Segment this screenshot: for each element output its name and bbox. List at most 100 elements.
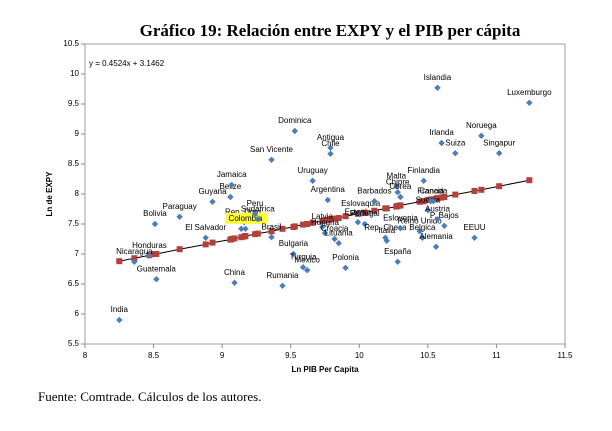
point-label: Guyana [199,187,228,196]
fitted-point [434,195,441,202]
point-label: P. Bajos [430,211,459,220]
y-tick-label: 10.5 [63,39,79,48]
data-point [342,264,349,271]
fitted-point [383,205,390,212]
data-point [471,234,478,241]
data-point [526,99,533,106]
point-label: Barbados [357,186,391,195]
point-label: Antigua [317,133,345,142]
data-point [393,183,400,190]
point-label: Peru [247,199,264,208]
point-label: India [111,305,129,314]
data-point [327,150,334,157]
point-label: Lituania [325,228,354,237]
fitted-point [471,188,478,194]
chart-title: Gráfico 19: Relación entre EXPY y el PIB… [140,21,521,40]
data-point [231,279,238,286]
point-label: Argentina [311,185,346,194]
data-point [321,229,329,237]
data-point [303,267,311,274]
point-label: Eslovaquia [341,199,381,208]
data-point [434,84,441,91]
x-tick-label: 8.5 [148,351,160,360]
point-label: Corea [390,182,412,191]
fitted-point [202,241,209,248]
y-tick-label: 8.5 [68,159,80,168]
fitted-point [496,183,503,190]
data-point [202,234,209,241]
point-label: Italia [378,226,395,235]
point-label: Malta [387,171,407,180]
point-label: Brasil [262,222,282,231]
point-label: Colombia [229,214,263,223]
point-label: Rumania [266,271,299,280]
fitted-point [131,255,138,262]
point-label: Hungria [311,218,340,227]
point-label: Guatemala [137,264,177,273]
fitted-point [478,186,485,193]
point-label: Croacia [321,224,349,233]
fitted-point [526,177,533,184]
point-label: Reino Unido [398,216,443,225]
data-point [394,258,401,265]
point-label: Honduras [132,241,167,250]
data-point [242,225,249,232]
fitted-point [452,191,459,198]
data-point [291,127,299,135]
point-label: Francia [417,186,444,195]
data-point [131,258,138,265]
fitted-point [242,233,249,239]
data-point [354,219,362,226]
point-label: Canada [419,186,448,195]
point-label: Suecia [416,195,441,204]
fitted-point [361,209,368,216]
data-point [397,225,404,232]
point-label: Rep. Checa [364,223,407,232]
point-label: EEUU [463,223,485,232]
data-point [430,198,437,205]
fitted-point [268,228,275,235]
data-point [416,228,423,235]
point-label: Jamaica [217,170,247,179]
x-tick-label: 9.5 [285,351,297,360]
fitted-point [342,213,349,220]
data-point [146,252,153,259]
fitted-point [300,221,307,228]
data-point [397,193,404,201]
fitted-point [291,223,298,230]
point-label: Singapur [483,138,515,147]
y-tick-label: 6.5 [68,279,80,288]
data-point [438,139,445,147]
point-label: Luxemburgo [507,88,552,97]
data-point [331,235,338,243]
point-label: China [224,268,245,277]
data-point [371,198,378,205]
data-point [290,250,297,258]
data-point [116,316,123,324]
data-point [279,282,286,289]
point-label: Estonia [345,207,372,216]
point-label: Bulgaria [279,239,309,248]
point-label: Uruguay [298,166,328,175]
point-label: Polonia [332,253,359,262]
y-tick-label: 5.5 [68,339,80,348]
point-label: El Salvador [185,223,226,232]
data-point [299,264,307,271]
x-tick-label: 10 [355,351,364,360]
point-label: Islandia [424,73,452,82]
data-point [238,225,245,232]
data-point [251,210,259,217]
data-point [309,177,316,184]
fitted-point [209,239,216,246]
fitted-point [331,215,338,222]
data-point [361,220,368,228]
point-label: Mexico [294,255,320,264]
fitted-point [397,202,404,209]
point-label: Suiza [445,138,466,147]
data-point [153,276,160,283]
x-tick-label: 11.5 [558,351,574,360]
data-point [478,132,485,139]
point-label: Finlandia [408,166,441,175]
